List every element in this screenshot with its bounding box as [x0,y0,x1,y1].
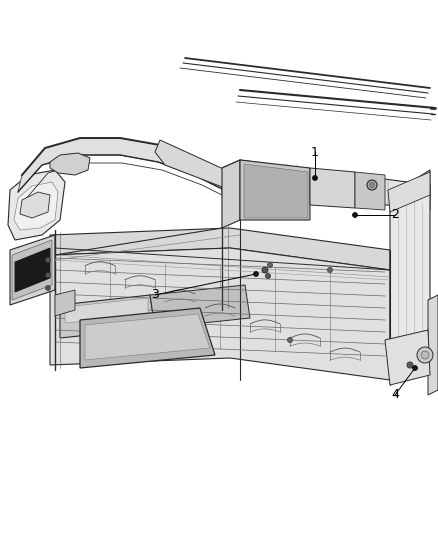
Polygon shape [65,298,148,323]
Polygon shape [8,170,65,240]
Circle shape [46,286,50,290]
Polygon shape [385,330,430,385]
Polygon shape [15,248,50,292]
Circle shape [353,213,357,217]
Polygon shape [80,308,215,368]
Polygon shape [50,153,90,175]
Polygon shape [244,164,308,218]
Polygon shape [50,228,390,270]
Polygon shape [222,160,430,210]
Polygon shape [150,285,250,328]
Polygon shape [85,314,210,360]
Text: 1: 1 [311,146,319,158]
Circle shape [287,337,293,343]
Circle shape [265,273,271,279]
Circle shape [328,268,332,272]
Polygon shape [355,172,385,210]
Polygon shape [18,138,230,192]
Circle shape [46,272,50,278]
Polygon shape [388,172,430,212]
Circle shape [262,267,268,273]
Circle shape [367,180,377,190]
Circle shape [407,362,413,368]
Text: 4: 4 [391,389,399,401]
Circle shape [254,271,258,277]
Polygon shape [20,192,50,218]
Polygon shape [222,160,240,228]
Circle shape [413,366,417,370]
Circle shape [417,347,433,363]
Circle shape [268,262,272,268]
Polygon shape [155,140,240,190]
Polygon shape [14,182,58,230]
Text: 3: 3 [151,288,159,302]
Polygon shape [428,295,438,395]
Polygon shape [310,168,355,208]
Polygon shape [60,295,155,338]
Circle shape [312,175,318,181]
Circle shape [421,351,429,359]
Circle shape [409,364,411,367]
Polygon shape [10,235,55,305]
Text: 2: 2 [391,208,399,222]
Polygon shape [50,248,390,380]
Polygon shape [55,290,75,316]
Circle shape [46,257,50,262]
Polygon shape [12,240,52,300]
Polygon shape [390,170,430,375]
Circle shape [370,182,374,188]
Polygon shape [240,160,310,220]
